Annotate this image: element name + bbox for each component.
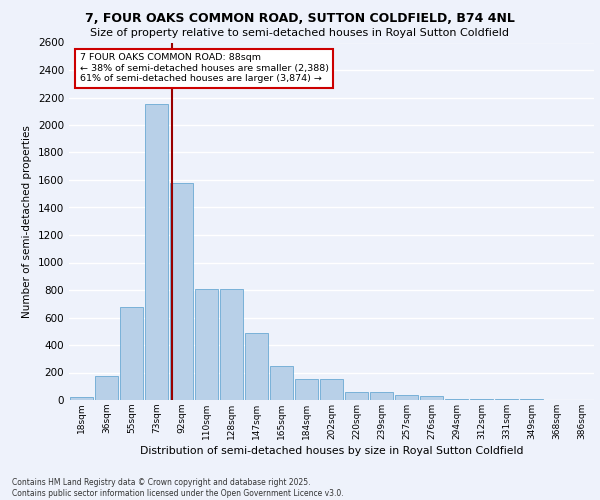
Y-axis label: Number of semi-detached properties: Number of semi-detached properties bbox=[22, 125, 32, 318]
Bar bbox=[420, 396, 443, 400]
Bar bbox=[245, 332, 268, 400]
Bar bbox=[270, 366, 293, 400]
Bar bbox=[295, 380, 318, 400]
X-axis label: Distribution of semi-detached houses by size in Royal Sutton Coldfield: Distribution of semi-detached houses by … bbox=[140, 446, 523, 456]
Bar bbox=[95, 376, 118, 400]
Bar bbox=[370, 392, 393, 400]
Bar bbox=[120, 307, 143, 400]
Bar bbox=[145, 104, 168, 400]
Bar bbox=[220, 288, 243, 400]
Text: 7, FOUR OAKS COMMON ROAD, SUTTON COLDFIELD, B74 4NL: 7, FOUR OAKS COMMON ROAD, SUTTON COLDFIE… bbox=[85, 12, 515, 26]
Bar bbox=[195, 288, 218, 400]
Text: Contains HM Land Registry data © Crown copyright and database right 2025.
Contai: Contains HM Land Registry data © Crown c… bbox=[12, 478, 344, 498]
Text: 7 FOUR OAKS COMMON ROAD: 88sqm
← 38% of semi-detached houses are smaller (2,388): 7 FOUR OAKS COMMON ROAD: 88sqm ← 38% of … bbox=[79, 53, 329, 83]
Text: Size of property relative to semi-detached houses in Royal Sutton Coldfield: Size of property relative to semi-detach… bbox=[91, 28, 509, 38]
Bar bbox=[320, 380, 343, 400]
Bar bbox=[345, 392, 368, 400]
Bar bbox=[395, 395, 418, 400]
Bar bbox=[170, 184, 193, 400]
Bar bbox=[70, 396, 93, 400]
Bar bbox=[445, 398, 468, 400]
